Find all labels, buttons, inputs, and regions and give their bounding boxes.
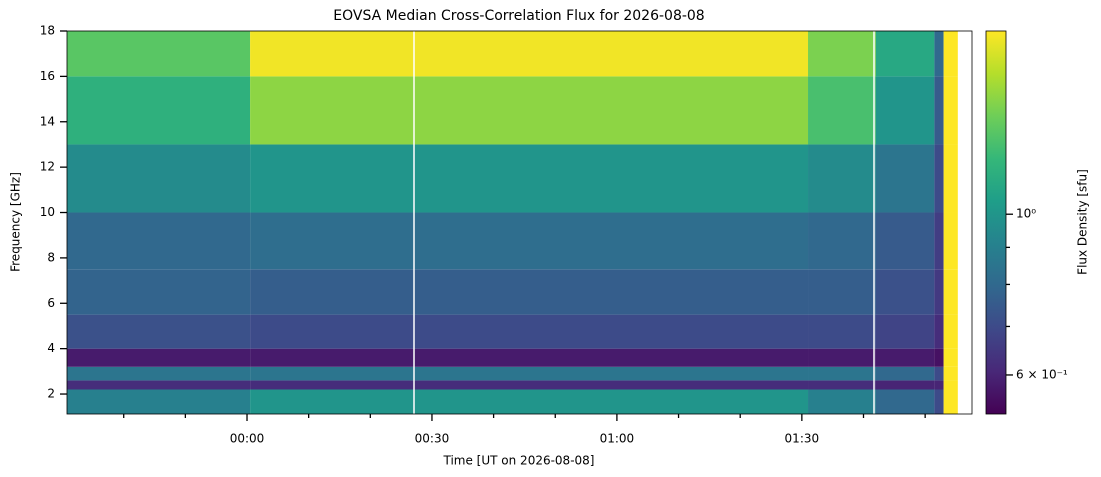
heatmap-cell [943,269,958,315]
heatmap-cell [67,144,251,213]
heatmap-cell [934,31,944,77]
heatmap-cell [67,389,251,414]
heatmap-cell [67,76,251,145]
heatmap-cell [808,144,876,213]
colorbar-tick-label: 10⁰ [1016,207,1036,221]
heatmap-cell [934,269,944,315]
y-tick-label: 16 [40,69,55,83]
heatmap-cell [943,380,958,390]
y-tick-label: 12 [40,160,55,174]
chart-title: EOVSA Median Cross-Correlation Flux for … [333,8,704,24]
heatmap-cell [875,31,935,77]
heatmap-cell [67,366,251,381]
x-axis-label: Time [UT on 2026-08-08] [443,454,595,468]
heatmap-cell [67,31,251,77]
heatmap-cell [250,380,809,390]
heatmap-cell [250,269,809,315]
heatmap [67,31,958,414]
heatmap-cell [875,212,935,270]
y-tick-label: 4 [47,341,55,355]
y-tick-label: 8 [47,250,55,264]
heatmap-cell [875,348,935,367]
y-tick-label: 18 [40,24,55,38]
heatmap-cell [250,212,809,270]
heatmap-cell [943,366,958,381]
heatmap-cell [250,314,809,349]
heatmap-cell [250,366,809,381]
heatmap-cell [808,366,876,381]
heatmap-cell [934,348,944,367]
colorbar-tick-label: 6 × 10⁻¹ [1016,367,1068,381]
heatmap-cell [250,76,809,145]
y-tick-label: 10 [40,205,55,219]
heatmap-cell [875,380,935,390]
heatmap-cell [943,76,958,145]
plot-frame [66,30,973,415]
heatmap-cell [808,389,876,414]
y-tick-label: 6 [47,296,55,310]
heatmap-cell [808,76,876,145]
heatmap-cell [250,144,809,213]
heatmap-cell [943,389,958,414]
heatmap-cell [67,348,251,367]
x-tick-label: 00:00 [230,432,265,446]
heatmap-cell [808,212,876,270]
heatmap-cell [875,314,935,349]
x-tick-label: 01:30 [785,432,820,446]
heatmap-cell [943,212,958,270]
heatmap-cell [875,76,935,145]
heatmap-cell [67,269,251,315]
y-tick-label: 14 [40,114,55,128]
heatmap-cell [934,389,944,414]
heatmap-cell [934,366,944,381]
y-tick-label: 2 [47,387,55,401]
heatmap-cell [808,380,876,390]
heatmap-cell [250,389,809,414]
heatmap-cell [934,76,944,145]
heatmap-cell [875,366,935,381]
heatmap-cell [934,380,944,390]
heatmap-cell [943,31,958,77]
heatmap-cell [943,144,958,213]
x-tick-label: 01:00 [600,432,635,446]
heatmap-cell [934,212,944,270]
heatmap-cell [934,314,944,349]
heatmap-cell [875,269,935,315]
heatmap-cell [875,389,935,414]
heatmap-cell [943,348,958,367]
heatmap-cell [808,314,876,349]
heatmap-cell [875,144,935,213]
heatmap-cell [943,314,958,349]
heatmap-cell [808,269,876,315]
heatmap-cell [934,144,944,213]
heatmap-cell [67,380,251,390]
y-axis-label: Frequency [GHz] [9,172,23,272]
colorbar [985,30,1007,415]
heatmap-cell [808,348,876,367]
colorbar-label: Flux Density [sfu] [1076,169,1090,275]
heatmap-cell [808,31,876,77]
heatmap-cell [250,31,809,77]
x-tick-label: 00:30 [415,432,450,446]
heatmap-cell [67,314,251,349]
heatmap-cell [250,348,809,367]
heatmap-cell [67,212,251,270]
